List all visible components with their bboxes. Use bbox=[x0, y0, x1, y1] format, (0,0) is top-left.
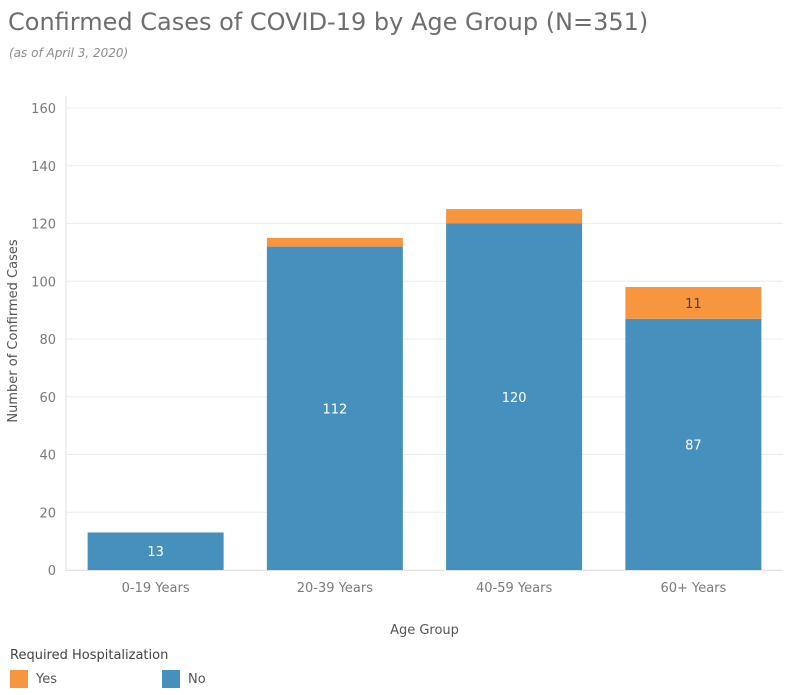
bar-yes-3 bbox=[625, 287, 762, 319]
y-tick-label-140: 140 bbox=[31, 160, 56, 175]
bar-no-3 bbox=[625, 318, 762, 570]
legend-title: Required Hospitalization bbox=[10, 648, 169, 663]
legend-item-no[interactable]: No bbox=[162, 670, 206, 688]
data-label-no-2: 120 bbox=[502, 391, 527, 406]
y-tick-label-120: 120 bbox=[31, 218, 56, 233]
stacked-bar-chart: 0 20 40 60 80 100 120 140 160 13 0-19 Years 112 20-3… bbox=[6, 96, 783, 638]
y-tick-label-0: 0 bbox=[48, 564, 56, 579]
data-label-yes-3: 11 bbox=[685, 297, 702, 312]
y-tick-label-160: 160 bbox=[31, 102, 56, 117]
x-tick-label-2: 40-59 Years bbox=[476, 581, 552, 596]
legend-label-no: No bbox=[188, 671, 206, 687]
bar-yes-1 bbox=[266, 237, 403, 247]
x-tick-label-3: 60+ Years bbox=[660, 581, 726, 596]
legend-swatch-no bbox=[162, 670, 180, 688]
x-axis-title: Age Group bbox=[390, 623, 459, 638]
data-label-no-3: 87 bbox=[685, 438, 702, 453]
y-axis-title: Number of Confirmed Cases bbox=[6, 239, 21, 422]
legend-label-yes: Yes bbox=[36, 671, 57, 687]
y-tick-label-60: 60 bbox=[39, 391, 56, 406]
y-tick-label-80: 80 bbox=[39, 333, 56, 348]
bar-no-0 bbox=[87, 532, 224, 570]
bar-no-2 bbox=[446, 223, 583, 570]
y-tick-label-20: 20 bbox=[39, 506, 56, 521]
y-tick-label-100: 100 bbox=[31, 275, 56, 290]
y-tick-label-40: 40 bbox=[39, 449, 56, 464]
chart-title: Confirmed Cases of COVID-19 by Age Group… bbox=[8, 8, 649, 36]
bar-yes-2 bbox=[446, 209, 583, 224]
bar-no-1 bbox=[266, 246, 403, 570]
legend-item-yes[interactable]: Yes bbox=[10, 670, 57, 688]
x-tick-label-0: 0-19 Years bbox=[122, 581, 190, 596]
data-label-no-1: 112 bbox=[322, 402, 347, 417]
x-tick-label-1: 20-39 Years bbox=[297, 581, 373, 596]
legend: Required Hospitalization Yes No bbox=[10, 648, 206, 688]
legend-swatch-yes bbox=[10, 670, 28, 688]
chart-subtitle: (as of April 3, 2020) bbox=[9, 46, 129, 60]
data-label-no-0: 13 bbox=[147, 545, 164, 560]
